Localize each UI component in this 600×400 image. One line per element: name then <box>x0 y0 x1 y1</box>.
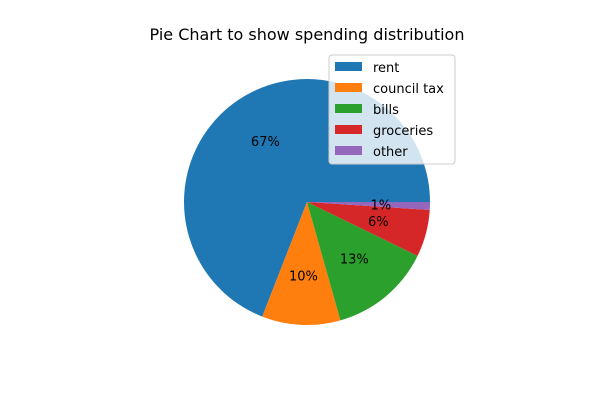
pie-percent-label: 10% <box>289 270 318 285</box>
legend-label: rent <box>373 61 399 76</box>
pie-percent-label: 6% <box>368 215 389 230</box>
legend-label: groceries <box>373 124 433 139</box>
legend: rent council tax bills groceries other <box>328 54 456 165</box>
legend-swatch <box>335 125 362 134</box>
legend-swatch <box>335 83 362 92</box>
pie-percent-label: 67% <box>251 135 280 150</box>
pie-percent-label: 13% <box>340 253 369 268</box>
pie-slice-other <box>307 202 430 210</box>
pie-slice-groceries <box>307 202 430 256</box>
pie-percent-label: 1% <box>370 198 391 213</box>
legend-frame <box>328 54 456 165</box>
legend-swatch <box>335 62 362 71</box>
legend-label: other <box>373 145 408 160</box>
legend-items: rent council tax bills groceries other <box>335 61 444 160</box>
pie-slice-bills <box>307 202 418 321</box>
chart-title: Pie Chart to show spending distribution <box>150 25 465 44</box>
legend-swatch <box>335 104 362 113</box>
legend-swatch <box>335 146 362 155</box>
legend-label: bills <box>373 103 399 118</box>
pie-slice-council-tax <box>262 202 341 325</box>
legend-label: council tax <box>373 82 444 97</box>
pie-percent-labels: 67% 10% 13% 6% 1% <box>251 135 391 285</box>
